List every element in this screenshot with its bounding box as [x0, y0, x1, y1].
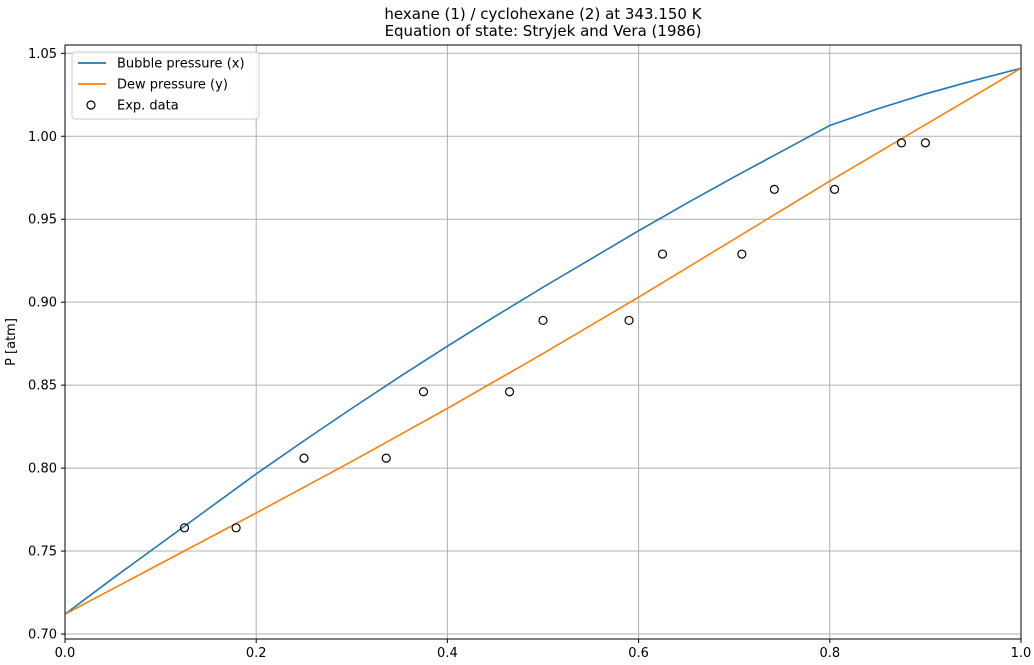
chart-title-line1: hexane (1) / cyclohexane (2) at 343.150 … — [384, 5, 702, 23]
exp-data-point — [299, 453, 309, 463]
legend-label-bubble-pressure-x: Bubble pressure (x) — [117, 57, 245, 72]
x-tick-label: 0.6 — [628, 646, 649, 661]
y-tick-label: 0.75 — [28, 545, 57, 560]
bubble-pressure-x-line — [64, 67, 1022, 615]
y-tick-label: 1.00 — [28, 130, 57, 145]
y-tick-label: 0.85 — [28, 379, 57, 394]
exp-data-point — [896, 138, 907, 148]
legend-label-dew-pressure-y: Dew pressure (y) — [117, 78, 228, 93]
y-tick-label: 0.90 — [28, 296, 57, 311]
chart-title-line2: Equation of state: Stryjek and Vera (198… — [385, 22, 702, 40]
exp-data-point — [418, 387, 429, 397]
legend-label-exp-data: Exp. data — [117, 99, 179, 114]
grid — [64, 45, 1022, 639]
exp-data-point — [381, 453, 391, 463]
legend-box — [71, 51, 260, 120]
exp-data-point — [179, 523, 190, 533]
x-tick-label: 0.4 — [437, 646, 458, 661]
exp-data-point — [657, 249, 668, 259]
plot-frame — [64, 44, 1022, 640]
y-axis-label: P [atm] — [4, 318, 19, 366]
exp-data-point — [624, 315, 634, 326]
legend-marker-exp-data — [86, 100, 96, 110]
exp-data-point — [538, 315, 548, 326]
series-layer — [64, 67, 1022, 615]
exp-data-point — [920, 138, 931, 148]
exp-data-point — [737, 249, 747, 259]
x-tick-label: 0.0 — [55, 646, 76, 661]
exp-data-point — [504, 387, 515, 397]
x-tick-label: 1.0 — [1011, 646, 1032, 661]
y-tick-label: 0.80 — [28, 462, 57, 477]
ticks: 0.0 0.2 0.4 0.6 0.8 1.0 0.70 0.75 0.80 0.85 0.90 0.… — [28, 47, 1031, 661]
x-tick-label: 0.8 — [819, 646, 840, 661]
exp-data-point — [231, 523, 241, 533]
legend: Bubble pressure (x) Dew pressure (y) Exp. … — [71, 51, 260, 120]
y-tick-label: 1.05 — [28, 47, 57, 62]
exp-data-point — [769, 184, 779, 194]
dew-pressure-y-line — [64, 67, 1022, 615]
y-tick-label: 0.70 — [28, 628, 57, 643]
exp-data-point — [829, 184, 840, 194]
x-tick-label: 0.2 — [246, 646, 267, 661]
y-tick-label: 0.95 — [28, 213, 57, 228]
